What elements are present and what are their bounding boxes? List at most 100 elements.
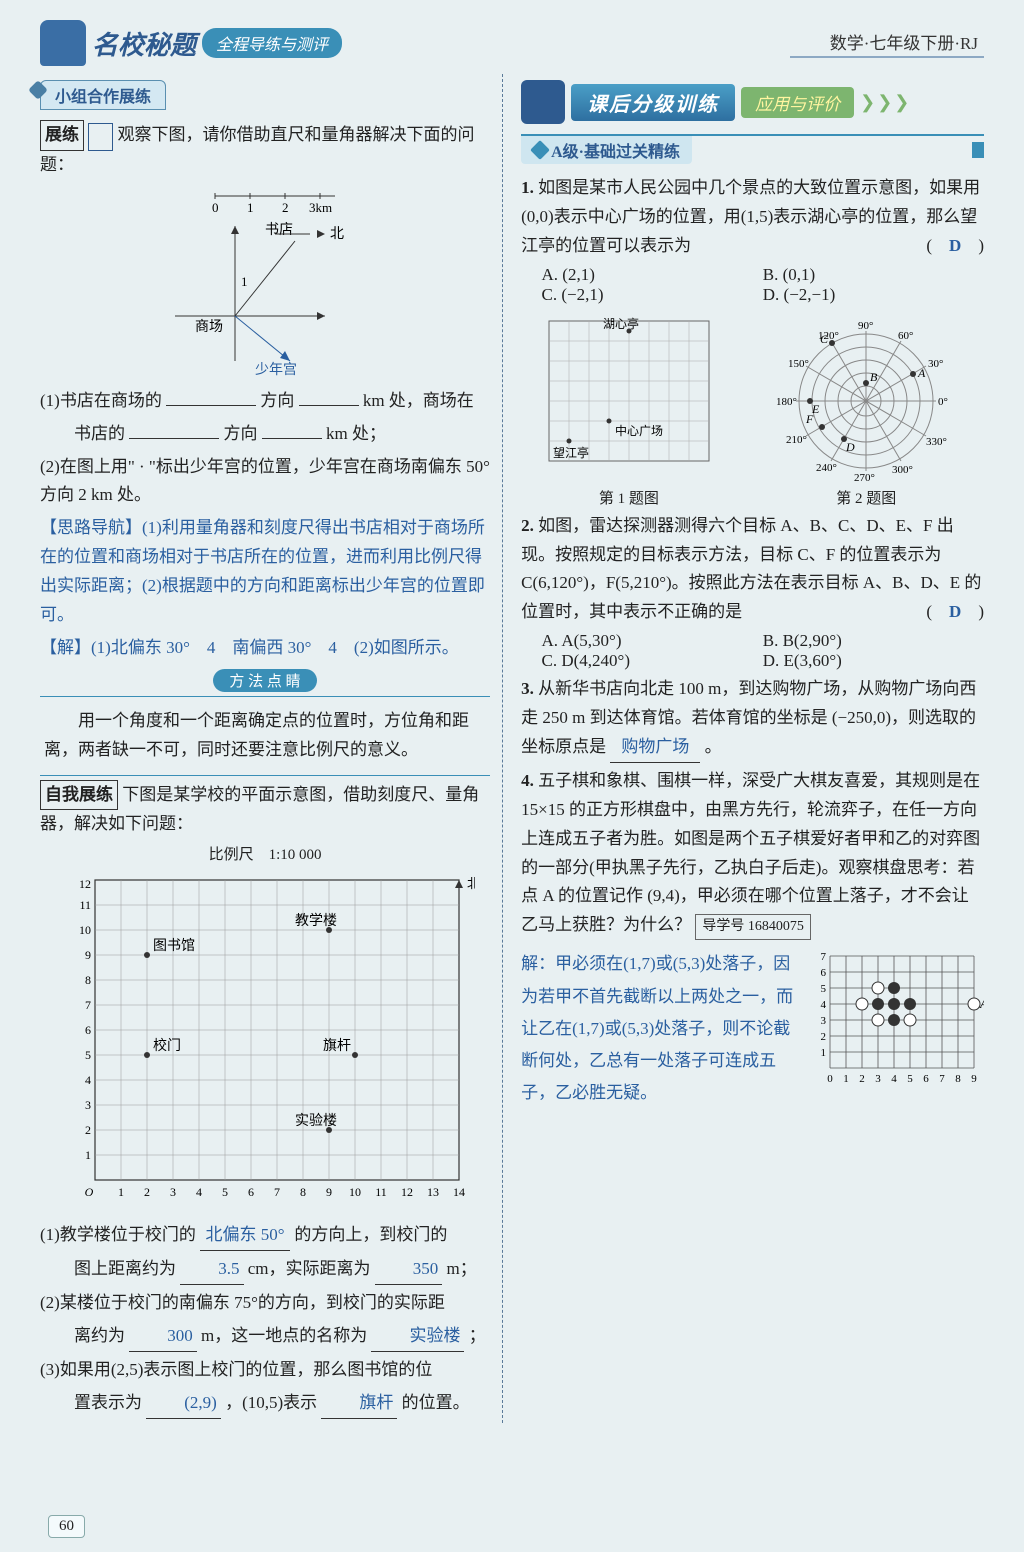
- method-bar: 方 法 点 睛: [40, 669, 490, 692]
- svg-text:270°: 270°: [854, 472, 875, 481]
- q1e: 方向: [224, 424, 258, 443]
- q1-blank1: [166, 405, 256, 406]
- svg-text:300°: 300°: [892, 464, 913, 476]
- gomoku-board: A 012 345 678 9 123 456 7: [816, 944, 984, 1104]
- gq1-fill2: 3.5: [180, 1255, 243, 1285]
- zhanlian-blank: [88, 123, 113, 151]
- page-number: 60: [48, 1515, 85, 1538]
- svg-text:3: 3: [170, 1185, 176, 1199]
- gq3b: 置表示为: [74, 1393, 142, 1412]
- svg-text:210°: 210°: [786, 434, 807, 446]
- sol-title: 【解】: [40, 638, 91, 657]
- gq1-fill3: 350: [375, 1255, 443, 1285]
- q4-num: 4.: [521, 771, 538, 790]
- level-a-label: A级·基础过关精练: [521, 136, 692, 164]
- ziwo-label: 自我展练: [40, 780, 118, 811]
- q1a: (1)书店在商场的: [40, 391, 162, 410]
- gq3-fill2: 旗杆: [321, 1389, 397, 1419]
- svg-text:7: 7: [939, 1073, 945, 1085]
- svg-text:O: O: [85, 1185, 94, 1199]
- svg-text:中心广场: 中心广场: [615, 423, 663, 438]
- banner-green: 应用与评价: [741, 87, 854, 118]
- q1-line2: 书店的 方向 km 处；: [40, 420, 490, 449]
- q1-text: 如图是某市人民公园中几个景点的大致位置示意图，如果用(0,0)表示中心广场的位置…: [521, 178, 980, 255]
- svg-text:60°: 60°: [898, 330, 913, 342]
- gq2c: m，这一地点的名称为: [201, 1326, 367, 1345]
- level-a-bar: A级·基础过关精练: [521, 134, 984, 164]
- svg-text:旗杆: 旗杆: [323, 1038, 351, 1054]
- q4-solution: 解：甲必须在(1,7)或(5,3)处落子，因为若甲不首先截断以上两处之一，而让乙…: [521, 948, 806, 1109]
- svg-text:7: 7: [274, 1185, 280, 1199]
- q4: 4. 五子棋和象棋、围棋一样，深受广大棋友喜爱，其规则是在 15×15 的正方形…: [521, 767, 984, 940]
- q1d: 书店的: [74, 424, 125, 443]
- nav-title: 【思路导航】: [40, 518, 142, 537]
- svg-text:1: 1: [85, 1148, 91, 1162]
- q1-optA: A. (2,1): [542, 265, 763, 285]
- dots-icon: ❯❯❯: [860, 92, 911, 113]
- q3-num: 3.: [521, 679, 538, 698]
- svg-text:9: 9: [326, 1185, 332, 1199]
- gq3-fill1: (2,9): [146, 1389, 221, 1419]
- svg-text:9: 9: [85, 948, 91, 962]
- svg-text:6: 6: [923, 1073, 929, 1085]
- gq1b: 的方向上，到校门的: [294, 1225, 447, 1244]
- svg-text:7: 7: [85, 998, 91, 1012]
- svg-text:3: 3: [875, 1073, 881, 1085]
- q1-optC: C. (−2,1): [542, 285, 763, 305]
- q2-text: 如图，雷达探测器测得六个目标 A、B、C、D、E、F 出现。按照规定的目标表示方…: [521, 516, 981, 622]
- svg-text:书店: 书店: [265, 222, 293, 238]
- gq1d: cm，实际距离为: [248, 1259, 371, 1278]
- q4-text: 五子棋和象棋、围棋一样，深受广大棋友喜爱，其规则是在 15×15 的正方形棋盘中…: [521, 771, 980, 934]
- method-text: 用一个角度和一个距离确定点的位置时，方位角和距离，两者缺一不可，同时还要注意比例…: [40, 696, 490, 776]
- figure-row: 湖心亭 中心广场 望江亭 0°30°60° 90°120°150° 180°21…: [521, 311, 984, 481]
- svg-text:校门: 校门: [153, 1037, 181, 1054]
- q2-optD: D. E(3,60°): [763, 651, 984, 671]
- gq2b: 离约为: [74, 1326, 125, 1345]
- q2-optA: A. A(5,30°): [542, 631, 763, 651]
- svg-text:5: 5: [222, 1185, 228, 1199]
- svg-text:4: 4: [196, 1185, 202, 1199]
- svg-text:5: 5: [85, 1048, 91, 1062]
- svg-text:望江亭: 望江亭: [553, 445, 589, 460]
- q1-paren: ( D ): [926, 232, 984, 261]
- svg-text:北: 北: [330, 226, 344, 242]
- svg-text:3: 3: [821, 1015, 827, 1027]
- svg-text:240°: 240°: [816, 462, 837, 474]
- svg-text:12: 12: [401, 1185, 413, 1199]
- gq2-fill1: 300: [129, 1322, 197, 1352]
- q3: 3. 从新华书店向北走 100 m，到达购物广场，从购物广场向西走 250 m …: [521, 675, 984, 763]
- svg-text:北: 北: [467, 876, 475, 891]
- q1-ans: D: [949, 236, 961, 255]
- solution-line: 【解】(1)北偏东 30° 4 南偏西 30° 4 (2)如图所示。: [40, 634, 490, 663]
- q1-opts: A. (2,1) B. (0,1) C. (−2,1) D. (−2,−1): [521, 265, 984, 305]
- gq1e: m；: [447, 1259, 477, 1278]
- svg-text:180°: 180°: [776, 396, 797, 408]
- q3-text: 从新华书店向北走 100 m，到达购物广场，从购物广场向西走 250 m 到达体…: [521, 679, 976, 756]
- pin-icon: [28, 80, 48, 100]
- svg-text:6: 6: [85, 1023, 91, 1037]
- bar-end-icon: [972, 142, 984, 158]
- svg-text:2: 2: [144, 1185, 150, 1199]
- mascot-icon: [40, 20, 86, 66]
- svg-text:4: 4: [891, 1073, 897, 1085]
- svg-text:7: 7: [821, 951, 827, 963]
- gq2d: ；: [469, 1326, 486, 1345]
- svg-text:1: 1: [241, 274, 248, 289]
- right-column: 课后分级训练 应用与评价 ❯❯❯ A级·基础过关精练 1. 如图是某市人民公园中…: [521, 74, 984, 1423]
- fig2-radar: 0°30°60° 90°120°150° 180°210°240° 270°30…: [766, 311, 966, 481]
- graduate-icon: [521, 80, 565, 124]
- gq1a: (1)教学楼位于校门的: [40, 1225, 196, 1244]
- svg-text:实验楼: 实验楼: [295, 1113, 337, 1129]
- group-practice-tab: 小组合作展练: [40, 80, 166, 110]
- svg-text:90°: 90°: [858, 320, 873, 332]
- svg-text:12: 12: [79, 877, 91, 891]
- svg-text:C: C: [820, 332, 829, 346]
- q1-num: 1.: [521, 178, 538, 197]
- banner-blue: 课后分级训练: [571, 84, 735, 121]
- svg-text:9: 9: [971, 1073, 977, 1085]
- svg-text:13: 13: [427, 1185, 439, 1199]
- svg-text:湖心亭: 湖心亭: [603, 316, 639, 331]
- ziwo-line: 自我展练 下图是某学校的平面示意图，借助刻度尺、量角器，解决如下问题：: [40, 780, 490, 840]
- q1-blank2: [299, 405, 359, 406]
- q1f: km 处；: [326, 424, 386, 443]
